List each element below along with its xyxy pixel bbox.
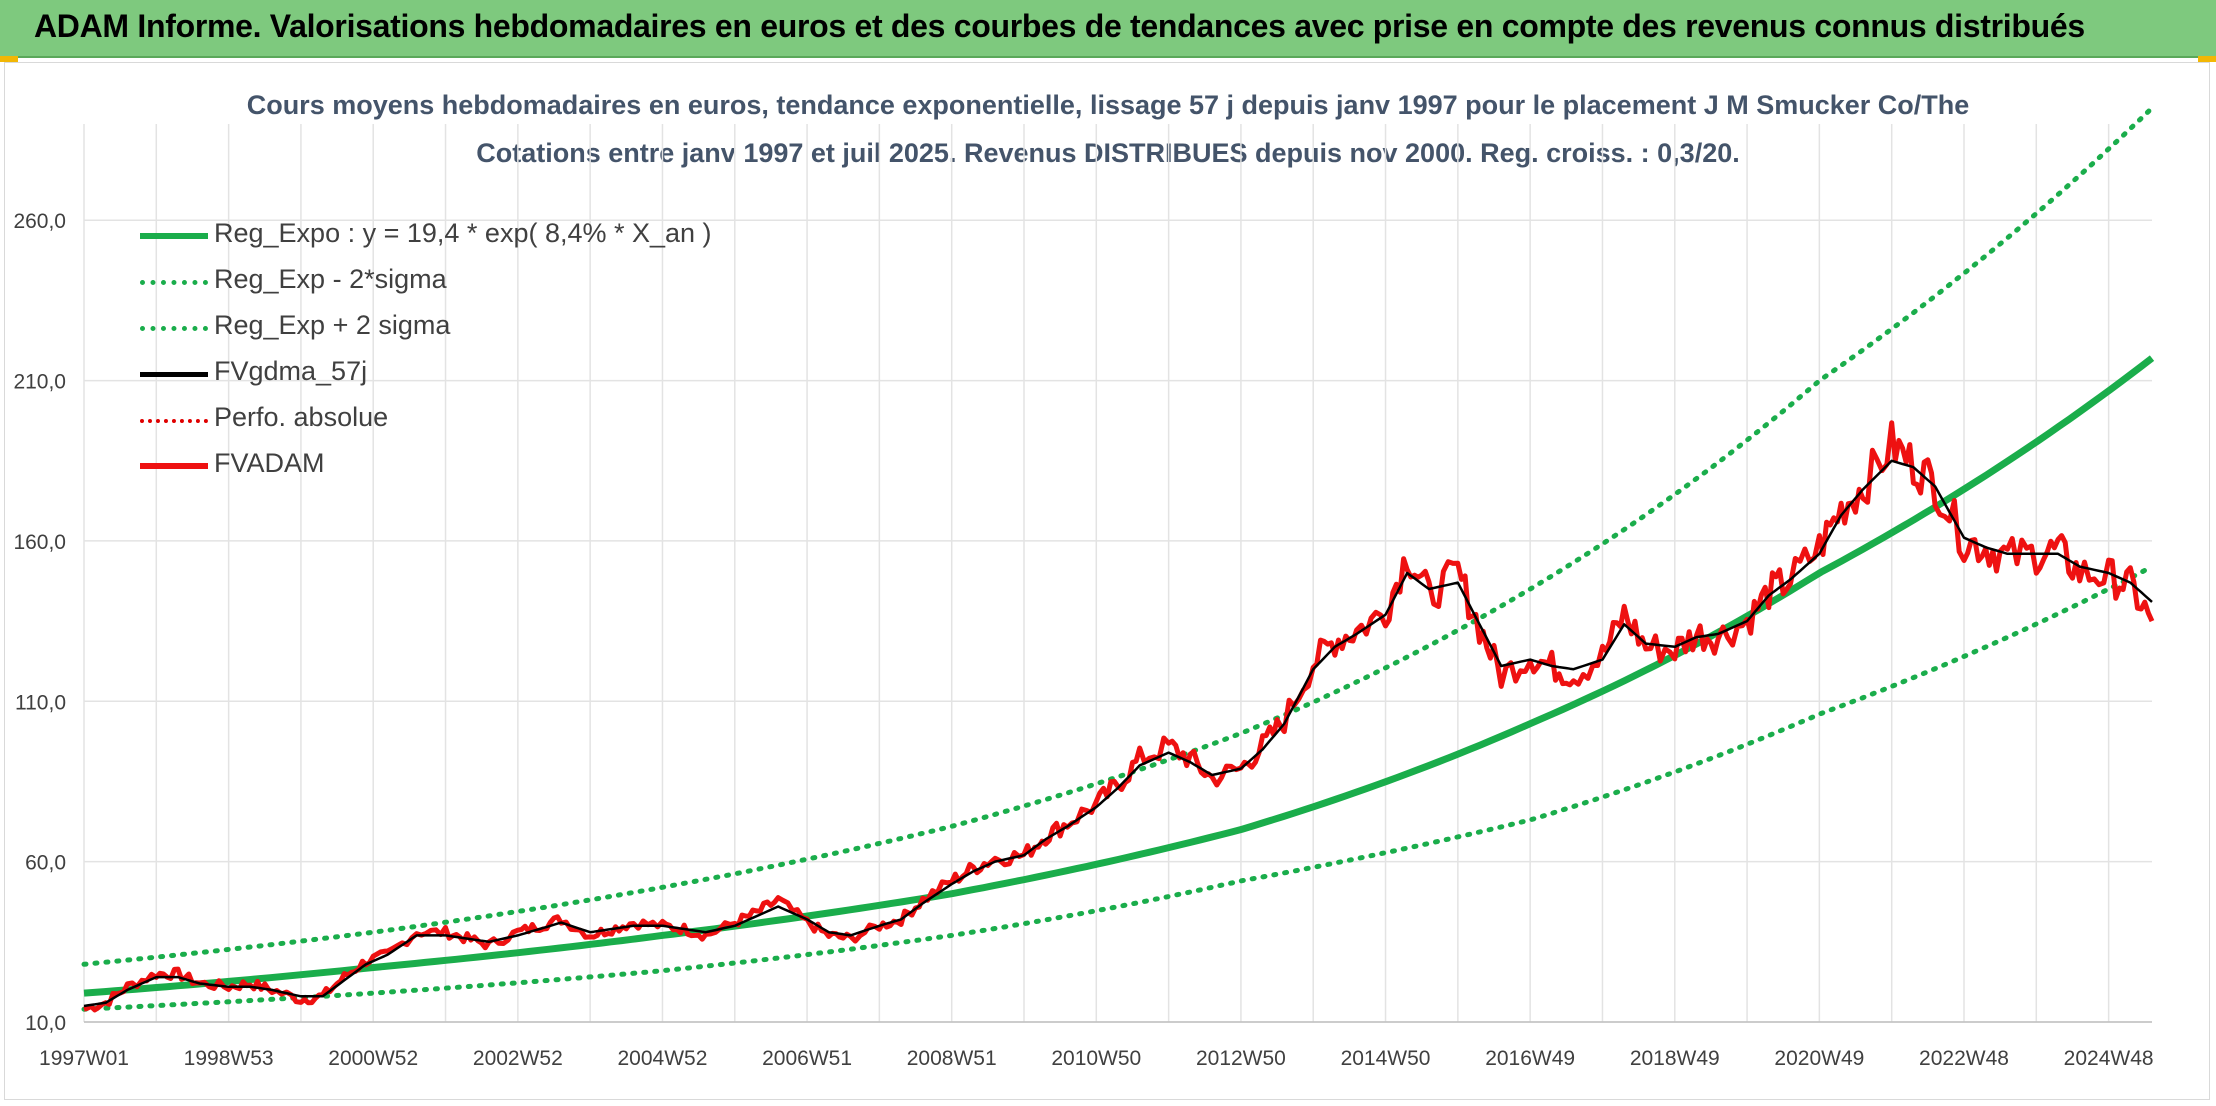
trend-plus-2sigma-line	[81, 105, 2155, 967]
legend-label-fvadam: FVADAM	[214, 448, 325, 478]
y-tick-label: 260,0	[13, 210, 66, 233]
trend-reg-expo-line	[83, 355, 2155, 997]
y-tick-label: 60,0	[25, 852, 66, 875]
x-tick-label: 2000W52	[328, 1047, 418, 1070]
grid-layer	[83, 124, 2152, 1023]
x-tick-label: 1998W53	[184, 1047, 274, 1070]
legend-swatch-reg-minus	[140, 280, 208, 285]
corner-marker-right	[2198, 56, 2216, 62]
x-tick-label: 2018W49	[1630, 1047, 1720, 1070]
report-header: ADAM Informe. Valorisations hebdomadaire…	[0, 0, 2216, 58]
x-tick-label: 2024W48	[2064, 1047, 2154, 1070]
x-tick-label: 2020W49	[1774, 1047, 1864, 1070]
series-fvadam-line	[83, 420, 2155, 1013]
legend-swatch-reg-plus	[140, 326, 208, 331]
y-tick-label: 160,0	[13, 531, 66, 554]
y-tick-label: 110,0	[15, 691, 66, 714]
legend-swatch-fvadam	[140, 463, 208, 469]
x-tick-label: 2014W50	[1341, 1047, 1431, 1070]
x-tick-label: 2008W51	[907, 1047, 997, 1070]
x-tick-label: 2010W50	[1051, 1047, 1141, 1070]
legend-label-fvgdma: FVgdma_57j	[214, 356, 368, 386]
x-tick-label: 1997W01	[39, 1047, 129, 1070]
x-tick-label: 2002W52	[473, 1047, 563, 1070]
series-fvgdma-line	[83, 459, 2153, 1008]
report-title: ADAM Informe. Valorisations hebdomadaire…	[34, 8, 2085, 44]
x-tick-label: 2012W50	[1196, 1047, 1286, 1070]
corner-marker-left	[0, 56, 18, 62]
legend-label-reg-expo: Reg_Expo : y = 19,4 * exp( 8,4% * X_an )	[214, 218, 712, 248]
x-tick-label: 2022W48	[1919, 1047, 2009, 1070]
chart-frame	[4, 62, 2210, 1100]
legend-swatch-perfo	[140, 419, 208, 423]
chart-title-line2: Cotations entre janv 1997 et juil 2025. …	[476, 138, 1740, 168]
y-tick-label: 210,0	[13, 371, 66, 394]
legend-label-reg-minus: Reg_Exp - 2*sigma	[214, 264, 447, 294]
axis-layer: 10,0 60,0 110,0 160,0 210,0 260,0 1997W01 1998W…	[13, 210, 2153, 1070]
legend-label-reg-plus: Reg_Exp + 2 sigma	[214, 310, 451, 340]
trend-minus-2sigma-line	[81, 564, 2155, 1012]
legend-label-perfo: Perfo. absolue	[214, 402, 389, 432]
y-tick-label: 10,0	[25, 1012, 66, 1035]
x-tick-label: 2016W49	[1485, 1047, 1575, 1070]
x-tick-label: 2004W52	[618, 1047, 708, 1070]
trend-layer	[81, 105, 2155, 1012]
legend-swatch-fvgdma	[140, 372, 208, 377]
series-layer	[83, 420, 2155, 1013]
chart-title-line1: Cours moyens hebdomadaires en euros, ten…	[246, 90, 1970, 120]
legend-swatch-reg-expo	[140, 233, 208, 239]
x-tick-label: 2006W51	[762, 1047, 852, 1070]
